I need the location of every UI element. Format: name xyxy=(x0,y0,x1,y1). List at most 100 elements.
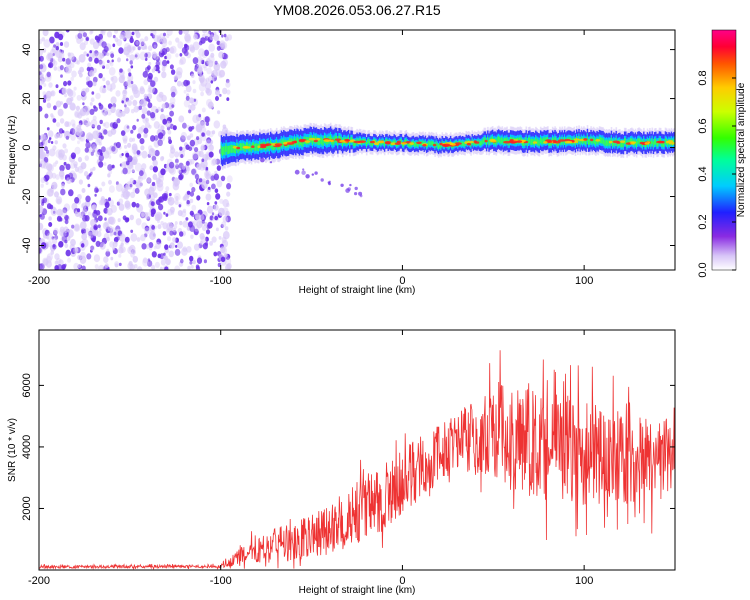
spectrogram-noise-blob xyxy=(100,197,106,205)
snr-y-tick-label: 4000 xyxy=(21,435,33,459)
spectrogram-ridge-peak xyxy=(334,138,341,141)
snr-y-label: SNR (10 * v/v) xyxy=(7,418,18,482)
spectrogram-noise-blob xyxy=(199,126,207,135)
spectrogram-band-core xyxy=(369,141,372,146)
spectrogram-noise-blob xyxy=(84,228,90,235)
spectrogram-noise-blob xyxy=(177,241,183,249)
spectrogram-band-core xyxy=(593,138,596,145)
spectrogram-noise-blob xyxy=(66,88,72,95)
spectrogram-tail-blob xyxy=(265,153,268,157)
spectrogram-noise-blob xyxy=(126,125,130,129)
spectrogram-ridge-peak xyxy=(564,138,571,142)
spectrogram-band-core xyxy=(341,139,344,146)
spectrogram-noise-blob xyxy=(170,69,176,75)
spectrogram-noise-blob xyxy=(100,135,104,140)
spectrogram-noise-blob xyxy=(209,34,215,41)
spectrogram-band-core xyxy=(431,141,434,146)
spectrogram-band-core xyxy=(272,142,274,151)
spectrogram-noise-blob xyxy=(170,210,175,215)
spectrogram-ridge-peak xyxy=(369,140,375,144)
spectrogram-band-core xyxy=(221,147,224,156)
spectrogram-noise-blob xyxy=(78,54,86,63)
spectrogram-noise-blob xyxy=(191,168,197,175)
spectrogram-noise-blob xyxy=(214,188,219,193)
spectrogram-noise-blob xyxy=(200,91,205,97)
spectrogram-noise-blob xyxy=(213,204,219,211)
spectrogram-noise-blob xyxy=(39,205,44,214)
spectrogram-noise-blob xyxy=(222,215,229,223)
spectrogram-noise-blob xyxy=(53,66,58,71)
spectrogram-noise-blob xyxy=(107,225,113,232)
spectrogram-noise-blob xyxy=(213,173,220,181)
spectrogram-band-core xyxy=(430,140,433,146)
spectrogram-noise-blob xyxy=(81,202,87,209)
spectrogram-band-core xyxy=(621,141,624,147)
spectrogram-noise-blob xyxy=(86,53,89,57)
spectrogram-ridge-peak xyxy=(656,140,664,144)
spectrogram-noise-blob xyxy=(137,46,141,51)
spectrogram-noise-blob xyxy=(132,124,137,131)
spectrogram-noise-blob xyxy=(70,162,76,169)
spectrogram-tail-blob xyxy=(340,183,344,187)
spectrogram-noise-blob xyxy=(54,191,59,198)
spectrogram-noise-blob xyxy=(129,183,133,188)
spectrogram-ridge-peak xyxy=(313,139,318,143)
spectrogram-band-core xyxy=(280,139,283,147)
spectrogram-noise-blob xyxy=(190,158,195,165)
spectrogram-noise-blob xyxy=(62,266,65,270)
spectrogram-noise-blob xyxy=(170,85,177,94)
spectrogram-band-core xyxy=(322,138,325,146)
spectrogram-noise-blob xyxy=(225,210,230,217)
spectrogram-noise-blob xyxy=(124,236,130,243)
spectrogram-band-core xyxy=(599,137,602,144)
spectrogram-noise-blob xyxy=(203,259,207,264)
spectrogram-y-tick-label: -40 xyxy=(21,238,33,254)
spectrogram-noise-blob xyxy=(161,94,167,102)
spectrogram-noise-blob xyxy=(175,162,179,166)
spectrogram-band-core xyxy=(536,138,538,145)
spectrogram-noise-blob xyxy=(124,30,132,39)
spectrogram-noise-blob xyxy=(73,164,78,169)
spectrogram-noise-blob xyxy=(152,173,158,180)
spectrogram-ridge-peak xyxy=(595,139,601,142)
spectrogram-noise-blob xyxy=(59,226,65,233)
spectrogram-noise-blob xyxy=(136,118,139,122)
spectrogram-noise-blob xyxy=(135,218,142,226)
spectrogram-ridge-peak xyxy=(516,140,523,143)
spectrogram-noise-blob xyxy=(77,32,83,39)
spectrogram-noise-blob xyxy=(108,197,111,202)
spectrogram-band-core xyxy=(358,138,361,144)
spectrogram-noise-blob xyxy=(134,39,140,47)
spectrogram-band-core xyxy=(225,143,228,152)
spectrogram-band-core xyxy=(296,137,298,145)
spectrogram-noise-blob xyxy=(65,65,73,74)
spectrogram-band-core xyxy=(439,143,441,148)
spectrogram-noise-blob xyxy=(52,60,58,67)
spectrogram-noise-blob xyxy=(122,89,128,97)
spectrogram-noise-blob xyxy=(127,68,131,73)
spectrogram-noise-blob xyxy=(86,37,89,41)
spectrogram-noise-blob xyxy=(165,213,169,217)
spectrogram-band-core xyxy=(416,141,418,147)
spectrogram-band-core xyxy=(482,139,484,145)
spectrogram-noise-blob xyxy=(187,221,193,228)
spectrogram-noise-blob xyxy=(132,46,136,51)
spectrogram-band-core xyxy=(535,137,537,144)
spectrogram-noise-blob xyxy=(39,146,44,155)
spectrogram-noise-blob xyxy=(122,215,127,221)
spectrogram-noise-blob xyxy=(204,116,210,123)
spectrogram-noise-blob xyxy=(63,102,68,109)
spectrogram-ridge-peak xyxy=(265,143,272,146)
spectrogram-band-core xyxy=(661,140,663,147)
spectrogram-noise-blob xyxy=(135,31,141,39)
spectrogram-noise-blob xyxy=(151,51,157,59)
spectrogram-noise-blob xyxy=(53,44,57,48)
spectrogram-noise-blob xyxy=(223,53,229,60)
spectrogram-noise-blob xyxy=(143,127,149,134)
spectrogram-band-core xyxy=(664,138,667,145)
spectrogram-noise-blob xyxy=(125,160,130,166)
spectrogram-noise-blob xyxy=(127,155,133,163)
spectrogram-noise-blob xyxy=(128,260,133,267)
spectrogram-noise-blob xyxy=(42,197,48,204)
spectrogram-noise-blob xyxy=(94,187,99,194)
